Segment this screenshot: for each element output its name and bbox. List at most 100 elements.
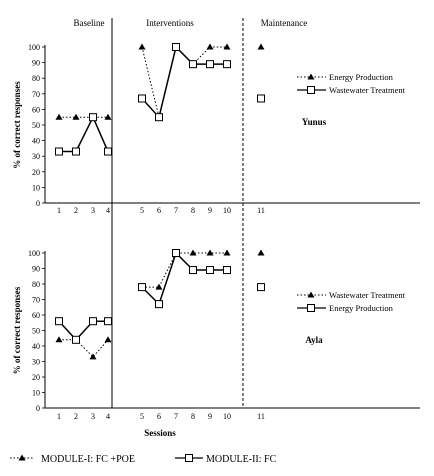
x-tick-label: 7 [174,412,178,421]
data-point [172,249,180,257]
y-tick-label: 40 [32,342,40,351]
data-point [138,283,146,292]
series-wastewater-treatment [55,43,265,156]
x-tick-label: 11 [257,412,265,421]
x-tick-label: 1 [57,412,61,421]
data-point [138,43,146,50]
series-line [141,251,227,306]
data-point [223,60,231,69]
y-tick-label: 100 [28,43,40,52]
y-axis-label: % of correct responses [12,286,22,374]
y-tick-label: 60 [32,105,40,114]
x-tick-label: 4 [106,206,110,215]
data-point [104,317,112,326]
x-tick-label: 5 [140,206,144,215]
data-point [189,266,197,275]
x-tick-label: 2 [74,412,78,421]
y-tick-label: 0 [36,199,40,208]
y-tick-label: 20 [32,168,40,177]
legend-label: Energy Production [329,72,394,82]
legend-label: Energy Production [329,303,394,313]
data-point [155,300,163,309]
x-tick-label: 9 [208,412,212,421]
data-point [55,317,63,326]
bottom-legend-dotted-label: MODULE-I: FC +POE [41,454,135,465]
x-tick-label: 5 [140,412,144,421]
y-tick-label: 0 [36,404,40,413]
x-tick-label: 2 [74,206,78,215]
series-energy-production [55,43,265,120]
y-tick-label: 80 [32,74,40,83]
data-point [223,249,231,256]
x-tick-label: 6 [157,412,161,421]
data-point [223,43,231,50]
x-tick-label: 6 [157,206,161,215]
data-point [89,353,97,360]
data-point [257,43,265,50]
y-axis-label: % of correct responses [12,81,22,169]
series-line [59,339,109,358]
legend-marker [307,304,315,312]
x-tick-label: 9 [208,206,212,215]
legend-entry: Energy Production [297,303,394,313]
series-line [141,45,227,119]
x-tick-label: 4 [106,412,110,421]
series-line [58,320,108,341]
data-point [223,266,231,275]
data-point [172,43,180,51]
y-tick-label: 50 [32,327,40,336]
bottom-legend-solid-label: MODULE-II: FC [206,454,277,465]
legend-marker [307,73,315,80]
legend-entry: Wastewater Treatment [297,290,406,300]
data-point [72,335,80,344]
data-point [104,147,112,156]
data-point [206,43,214,50]
data-point [206,266,214,275]
y-tick-label: 30 [32,358,40,367]
data-point [55,113,63,120]
series-line [142,252,227,288]
data-point [189,60,197,69]
legend-entry: Wastewater Treatment [297,85,406,95]
x-tick-label: 10 [223,206,231,215]
panel-yunus: 0 10 20 30 40 50 60 70 80 90 100 % of correct respo… [12,43,420,215]
participant-name: Yunus [302,117,327,127]
x-tick-label: 3 [91,206,95,215]
legend-marker [307,291,315,298]
y-tick-label: 30 [32,152,40,161]
legend-marker [307,86,315,94]
x-tick-label: 7 [174,206,178,215]
data-point [72,113,80,120]
legend-label: Wastewater Treatment [329,290,406,300]
data-point [72,147,80,156]
phase-label-baseline: Baseline [74,18,105,28]
phase-label-maintenance: Maintenance [261,18,307,28]
x-tick-label: 8 [191,412,195,421]
y-tick-label: 60 [32,311,40,320]
data-point [155,113,163,122]
x-tick-label: 10 [223,412,231,421]
y-tick-label: 70 [32,296,40,305]
x-axis-label: Sessions [144,428,176,438]
data-point [257,94,265,103]
x-tick-label: 1 [57,206,61,215]
participant-name: Ayla [305,335,323,345]
data-point [257,283,265,292]
y-tick-label: 50 [32,121,40,130]
legend-entry: Energy Production [297,72,394,82]
y-tick-label: 100 [28,249,40,258]
data-point [89,317,97,326]
data-point [89,113,97,122]
x-tick-label: 3 [91,412,95,421]
legend-label: Wastewater Treatment [329,85,406,95]
y-tick-label: 90 [32,59,40,68]
phase-label-interventions: Interventions [146,18,194,28]
data-point [155,283,163,290]
y-tick-label: 90 [32,265,40,274]
series-line [141,46,227,118]
y-tick-label: 10 [32,183,40,192]
data-point [206,249,214,256]
y-tick-label: 20 [32,373,40,382]
